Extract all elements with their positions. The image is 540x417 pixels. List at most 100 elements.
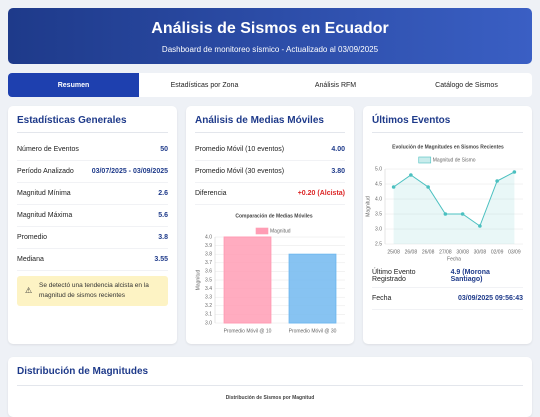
y-tick-label: 3.5 — [205, 277, 212, 283]
stat-value: +0.20 (Alcista) — [297, 189, 345, 197]
y-tick-label: 3.2 — [205, 303, 212, 309]
stat-row: Fecha 03/09/2025 09:56:43 — [372, 287, 523, 310]
x-tick-label: 26/08 — [405, 249, 418, 255]
point — [495, 179, 499, 183]
bar — [223, 236, 272, 324]
stat-row: Número de Eventos 50 — [17, 138, 168, 161]
chart-title: Comparación de Medias Móviles — [235, 213, 312, 219]
stat-label: Mediana — [17, 255, 44, 263]
stat-row: Último Evento Registrado 4.9 (Morona Sant… — [372, 265, 523, 288]
x-tick-label: 26/08 — [422, 249, 435, 255]
bar — [288, 253, 337, 324]
stat-row: Magnitud Mínima 2.6 — [17, 182, 168, 205]
stat-value: 3.55 — [154, 255, 168, 263]
stat-value: 03/09/2025 09:56:43 — [458, 294, 523, 302]
y-tick-label: 3.1 — [205, 312, 212, 318]
tab[interactable]: Estadísticas por Zona — [170, 81, 239, 89]
line-area — [393, 172, 515, 244]
stat-label: Fecha — [372, 294, 392, 302]
header: Análisis de Sismos en Ecuador Dashboard … — [8, 8, 532, 64]
distribution-card: Distribución de Magnitudes Distribución … — [8, 357, 532, 417]
y-tick-label: 2.5 — [375, 241, 382, 247]
stat-value: 4.9 (Morona Santiago) — [450, 269, 490, 283]
stat-label: Magnitud Máxima — [17, 211, 73, 219]
y-tick-label: 3.5 — [375, 211, 382, 217]
y-tick-label: 4.5 — [375, 181, 382, 187]
stat-value: 50 — [160, 145, 168, 153]
stat-value: 3.8 — [158, 233, 168, 241]
stat-value: 5.6 — [158, 211, 168, 219]
legend-label: Magnitud — [270, 228, 291, 234]
x-tick-label: 25/08 — [387, 249, 400, 255]
general-stats-card: Estadísticas Generales Se detectó una te… — [8, 106, 177, 344]
line-chart: Evolución de Magnitudes en Sismos Recien… — [365, 144, 523, 262]
stat-row: Promedio 3.8 — [17, 226, 168, 249]
tab[interactable]: Resumen — [8, 73, 139, 97]
point — [512, 170, 517, 174]
y-tick-label: 3.7 — [205, 260, 212, 266]
stat-label: Período Analizado — [17, 167, 74, 175]
x-tick-label: 30/08 — [456, 249, 469, 255]
trend-alert: Se detectó una tendencia alcista en la m… — [17, 276, 168, 306]
card-title: Últimos Eventos — [372, 115, 451, 126]
y-tick-label: 3.0 — [375, 226, 382, 232]
card-title: Análisis de Medias Móviles — [195, 115, 324, 126]
stat-row: Magnitud Máxima 5.6 — [17, 204, 168, 227]
card-title: Distribución de Magnitudes — [17, 366, 149, 377]
legend-label: Magnitud de Sismo — [433, 157, 476, 163]
y-axis-title: Magnitud — [195, 270, 201, 291]
y-tick-label: 3.0 — [205, 320, 212, 326]
x-tick-label: 30/08 — [474, 249, 487, 255]
stat-value: 03/07/2025 - 03/09/2025 — [91, 167, 168, 175]
y-tick-label: 4.0 — [375, 196, 382, 202]
stat-label: Número de Eventos — [17, 145, 79, 153]
point — [478, 224, 482, 228]
point — [391, 185, 396, 189]
legend-swatch — [418, 156, 432, 164]
x-tick-label: Promedio Móvil @ 30 — [289, 328, 337, 334]
point — [409, 173, 413, 177]
y-tick-label: 3.6 — [205, 269, 212, 275]
tab-bar: Resumen Estadísticas por Zona Análisis RFM… — [8, 73, 532, 97]
x-tick-label: 02/09 — [491, 249, 504, 255]
chart-title: Evolución de Magnitudes en Sismos Recien… — [392, 144, 504, 150]
stat-row: Diferencia +0.20 (Alcista) — [195, 182, 345, 205]
card-title: Estadísticas Generales — [17, 115, 127, 126]
y-tick-label: 3.8 — [205, 252, 212, 258]
point — [426, 185, 430, 189]
stat-value: 3.80 — [331, 167, 345, 175]
stat-row: Promedio Móvil (30 eventos) 3.80 — [195, 160, 345, 183]
y-tick-label: 3.4 — [205, 286, 212, 292]
stat-value: 4.00 — [331, 145, 345, 153]
point — [443, 212, 448, 216]
x-tick-label: 27/08 — [439, 249, 452, 255]
header-title: Análisis de Sismos en Ecuador — [151, 20, 389, 37]
stat-label: Promedio Móvil (30 eventos) — [195, 167, 285, 175]
recent-events-card: Últimos Eventos Último Evento Registrado… — [363, 106, 532, 344]
stat-row: Mediana 3.55 — [17, 248, 168, 271]
tab[interactable]: Análisis RFM — [314, 81, 357, 89]
point — [460, 212, 465, 216]
tab[interactable]: Catálogo de Sismos — [435, 81, 498, 89]
stat-label: Magnitud Mínima — [17, 189, 71, 197]
stat-label: Diferencia — [195, 189, 227, 197]
stat-row: Período Analizado 03/07/2025 - 03/09/2025 — [17, 160, 168, 183]
stat-row: Promedio Móvil (10 eventos) 4.00 — [195, 138, 345, 161]
page: Análisis de Sismos en Ecuador Dashboard … — [0, 0, 540, 405]
y-tick-label: 4.0 — [205, 234, 212, 240]
y-tick-label: 5.0 — [375, 166, 382, 172]
stat-value: 2.6 — [158, 189, 168, 197]
bar-chart: Comparación de Medias Móviles Magnitud 3.0… — [195, 213, 345, 334]
y-tick-label: 3.3 — [205, 295, 212, 301]
stat-label: Promedio Móvil (10 eventos) — [195, 145, 285, 153]
stat-label: Promedio — [17, 233, 47, 241]
chart-title: Distribución de Sismos por Magnitud — [225, 395, 315, 401]
header-subtitle: Dashboard de monitoreo sísmico - Actuali… — [161, 45, 379, 54]
legend-swatch — [255, 227, 269, 235]
y-axis-title: Magnitud — [365, 196, 371, 217]
y-tick-label: 3.9 — [205, 243, 212, 249]
line — [393, 171, 515, 227]
x-axis-title: Fecha — [447, 256, 461, 262]
stat-label: Último Evento Registrado — [372, 269, 416, 283]
x-tick-label: Promedio Móvil @ 10 — [224, 328, 272, 334]
